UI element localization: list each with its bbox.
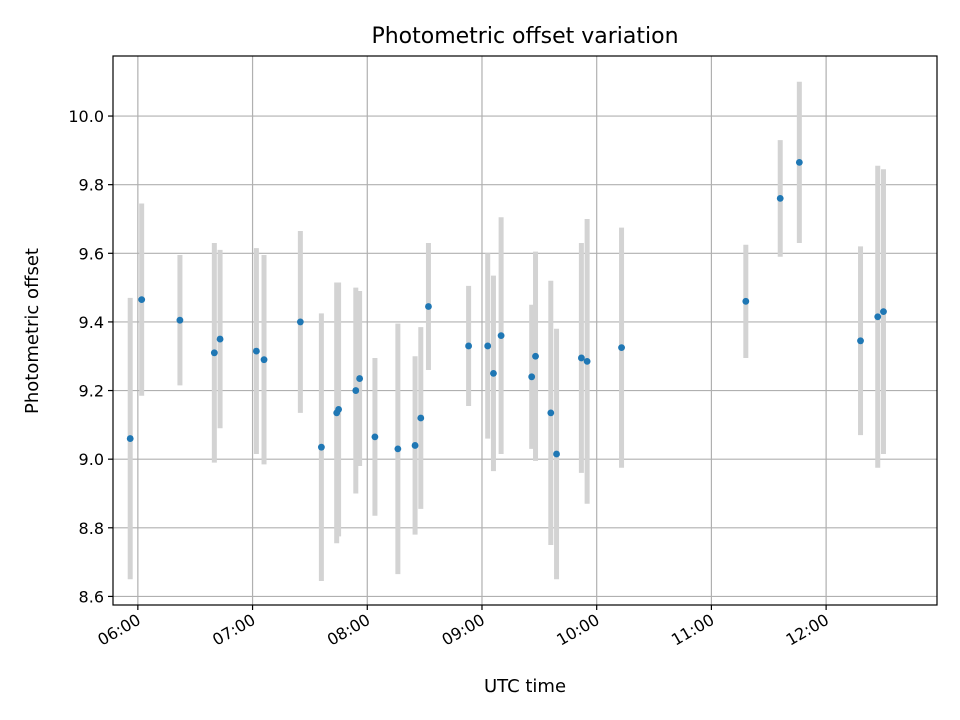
x-tick-label: 12:00 <box>783 610 832 650</box>
plot-frame <box>112 55 938 606</box>
data-point <box>528 373 536 381</box>
y-tick-label: 10.0 <box>68 107 104 126</box>
x-axis-ticks: 06:00 07:00 08:00 09:00 10:00 11:00 12:00 <box>94 605 832 650</box>
data-point <box>216 335 224 343</box>
data-point <box>465 342 473 350</box>
data-point <box>335 406 342 413</box>
y-tick-label: 9.6 <box>79 244 104 263</box>
chart-title: Photometric offset variation <box>371 24 678 49</box>
data-point <box>176 316 184 324</box>
x-tick-label: 08:00 <box>324 610 373 650</box>
data-point <box>126 435 134 442</box>
y-tick-label: 9.4 <box>79 313 104 332</box>
data-point <box>210 349 218 357</box>
grid <box>113 56 937 605</box>
y-tick-label: 9.2 <box>79 382 104 401</box>
y-tick-label: 8.8 <box>79 519 104 538</box>
data-point <box>532 352 539 360</box>
data-point <box>371 433 379 441</box>
data-point <box>317 443 325 451</box>
data-point <box>356 375 364 382</box>
y-axis-ticks: 8.6 8.8 9.0 9.2 9.4 9.6 9.8 10.0 <box>68 107 113 606</box>
data-point <box>618 344 625 352</box>
x-tick-label: 06:00 <box>94 610 143 650</box>
y-axis-label: Photometric offset <box>22 248 43 414</box>
data-point <box>547 409 555 417</box>
data-point <box>484 342 492 350</box>
data-point <box>553 450 560 458</box>
data-point <box>138 296 146 304</box>
error-bars <box>127 81 886 581</box>
x-tick-label: 09:00 <box>439 610 488 650</box>
x-tick-label: 10:00 <box>553 610 602 650</box>
x-axis-label: UTC time <box>484 676 566 697</box>
data-point <box>874 313 882 321</box>
y-tick-label: 9.0 <box>79 450 104 469</box>
data-point <box>583 357 591 365</box>
y-tick-label: 8.6 <box>79 587 104 606</box>
data-point <box>260 356 268 364</box>
data-point <box>857 337 864 345</box>
data-point <box>425 303 432 310</box>
data-point <box>497 332 505 340</box>
x-tick-label: 07:00 <box>209 610 258 650</box>
data-point <box>352 387 360 394</box>
data-points <box>126 158 887 458</box>
y-tick-label: 9.8 <box>79 176 104 195</box>
data-point <box>776 194 784 202</box>
data-point <box>577 354 585 362</box>
data-point <box>490 369 497 377</box>
data-point <box>296 318 304 326</box>
data-point <box>252 347 260 355</box>
data-point <box>394 445 402 453</box>
data-point <box>795 158 803 166</box>
data-point <box>411 442 419 449</box>
data-point <box>742 297 750 305</box>
x-tick-label: 11:00 <box>668 610 717 650</box>
data-point <box>417 414 425 422</box>
data-point <box>880 308 887 316</box>
